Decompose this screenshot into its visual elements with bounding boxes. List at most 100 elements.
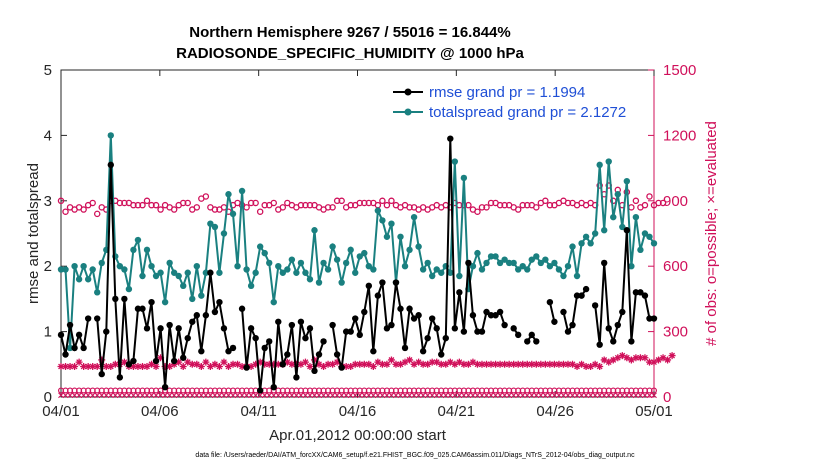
evaluated-obs-marker (356, 360, 364, 368)
evaluated-obs-low-marker (601, 392, 608, 399)
rmse-point (442, 334, 449, 342)
evaluated-obs-low-marker (307, 392, 313, 399)
totalspread-point (415, 243, 422, 250)
evaluated-obs-marker (587, 362, 595, 370)
evaluated-obs-low-marker (402, 392, 408, 399)
totalspread-point (573, 272, 581, 280)
possible-obs-marker (62, 208, 69, 215)
possible-obs-marker (202, 193, 210, 200)
evaluated-obs-marker (501, 360, 509, 368)
totalspread-point (80, 263, 87, 270)
rmse-point (438, 351, 445, 358)
evaluated-obs-low-marker (492, 392, 499, 399)
evaluated-obs-low-marker (424, 392, 431, 399)
evaluated-obs-low-marker (592, 392, 599, 399)
evaluated-obs-low-marker (207, 392, 214, 399)
rmse-point (157, 325, 164, 332)
evaluated-obs-marker (650, 358, 658, 366)
evaluated-obs-marker (627, 356, 635, 364)
evaluated-obs-low-marker (533, 392, 540, 399)
evaluated-obs-low-marker (225, 392, 232, 399)
evaluated-obs-marker (609, 356, 617, 364)
rmse-point (57, 331, 65, 339)
rmse-point (288, 321, 296, 329)
evaluated-obs-low-marker (456, 392, 463, 399)
rmse-point (352, 315, 359, 322)
totalspread-point (279, 269, 287, 276)
totalspread-point (166, 259, 173, 267)
evaluated-obs-low-marker (397, 392, 404, 399)
rmse-point (207, 269, 214, 276)
possible-obs-marker (338, 197, 345, 205)
evaluated-obs-low-marker (216, 392, 223, 399)
evaluated-obs-low-marker (623, 392, 630, 399)
evaluated-obs-low-marker (556, 392, 562, 399)
rmse-point (569, 321, 576, 329)
totalspread-point (374, 207, 382, 214)
totalspread-point (487, 253, 495, 260)
evaluated-obs-marker (134, 362, 142, 370)
totalspread-point (370, 266, 377, 273)
evaluated-obs-marker (310, 356, 318, 364)
evaluated-obs-low-marker (153, 392, 159, 399)
evaluated-obs-marker (148, 360, 156, 368)
rmse-point (601, 259, 608, 267)
evaluated-obs-low-marker (488, 392, 494, 399)
rmse-point (546, 298, 554, 306)
totalspread-point (161, 298, 169, 306)
evaluated-obs-low-marker (474, 392, 481, 399)
evaluated-obs-low-marker (506, 392, 513, 399)
rmse-point (256, 387, 264, 394)
legend-totalspread-label: totalspread grand pr = 2.1272 (429, 104, 626, 121)
evaluated-obs-low-marker (298, 392, 304, 399)
totalspread-point (460, 174, 468, 182)
evaluated-obs-low-marker (130, 392, 137, 399)
y-tick-label: 5 (44, 62, 52, 79)
rmse-point (347, 328, 354, 335)
evaluated-obs-marker (555, 360, 563, 368)
evaluated-obs-marker (80, 362, 88, 370)
possible-obs-marker (356, 199, 364, 207)
rmse-point (510, 325, 517, 332)
evaluated-obs-low-marker (560, 392, 567, 399)
evaluated-obs-marker (184, 358, 192, 366)
evaluated-obs-marker (528, 360, 536, 368)
rmse-point (198, 348, 205, 355)
evaluated-obs-low-marker (614, 392, 621, 399)
possible-obs-marker (519, 201, 526, 209)
evaluated-obs-marker (469, 358, 477, 366)
possible-obs-marker (179, 199, 187, 207)
totalspread-point (225, 191, 232, 198)
rmse-point (591, 302, 599, 309)
evaluated-obs-marker (247, 362, 255, 370)
evaluated-obs-low-marker (470, 392, 476, 399)
totalspread-point (587, 240, 594, 247)
evaluated-obs-marker (57, 362, 65, 370)
evaluated-obs-low-marker (162, 392, 169, 399)
y2-tick-label: 1500 (663, 62, 696, 79)
rmse-point (410, 315, 418, 322)
evaluated-obs-marker (89, 362, 97, 370)
totalspread-point (474, 249, 481, 257)
rmse-point (492, 312, 499, 319)
evaluated-obs-low-marker (356, 392, 363, 399)
totalspread-point (125, 285, 133, 293)
evaluated-obs-low-marker (184, 392, 191, 399)
totalspread-point (456, 272, 463, 280)
evaluated-obs-marker (93, 362, 101, 370)
rmse-point (107, 161, 114, 169)
rmse-point (388, 321, 395, 329)
evaluated-obs-marker (234, 360, 242, 368)
evaluated-obs-marker (315, 360, 323, 368)
evaluated-obs-low-marker (175, 392, 182, 399)
evaluated-obs-marker (483, 360, 491, 368)
evaluated-obs-marker (84, 362, 92, 370)
rmse-point (641, 292, 649, 299)
rmse-point (302, 334, 309, 342)
evaluated-obs-marker (292, 360, 300, 368)
evaluated-obs-marker (224, 362, 232, 370)
y-tick-label: 3 (44, 193, 52, 210)
totalspread-point (134, 236, 142, 244)
y2-axis-label: # of obs: o=possible; ×=evaluated (703, 121, 720, 346)
rmse-point (98, 370, 105, 378)
